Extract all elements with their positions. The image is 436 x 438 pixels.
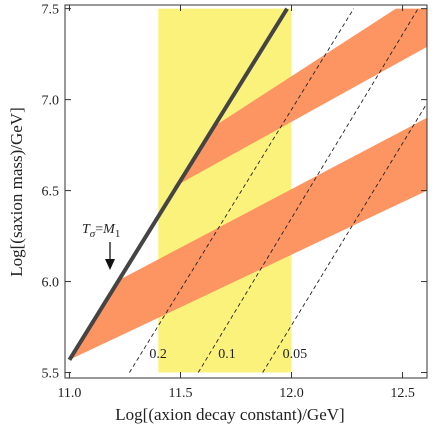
x-tick-label: 12.0: [279, 386, 304, 401]
x-tick-label: 11.5: [168, 386, 192, 401]
annotation-part: 1: [115, 228, 121, 240]
contour-line: [129, 8, 355, 373]
annotation-part: σ: [90, 228, 96, 240]
arrow-head: [105, 259, 115, 270]
contour-label: 0.1: [218, 347, 236, 362]
x-tick-label: 12.5: [390, 386, 415, 401]
region: [173, 8, 427, 187]
frame: [64, 4, 428, 379]
y-tick-label: 5.5: [42, 367, 60, 382]
x-axis-label: Log[(axion decay constant)/GeV]: [115, 405, 344, 424]
y-tick-label: 7.0: [42, 94, 60, 109]
contour-line: [197, 8, 419, 373]
y-tick-label: 7.5: [42, 3, 60, 18]
region: [158, 8, 292, 373]
plot-area: [67, 7, 427, 373]
line: [67, 7, 289, 361]
annotation-part: M: [102, 222, 116, 237]
contour-label: 0.05: [283, 347, 308, 362]
y-axis-label: Log[(saxion mass)/GeV]: [7, 107, 26, 277]
annotation: Tσ=M1: [82, 222, 120, 240]
annotation-part: =: [95, 222, 103, 237]
region: [69, 117, 427, 360]
x-tick-label: 11.0: [57, 386, 81, 401]
y-tick-label: 6.5: [42, 185, 60, 200]
annotation-part: T: [82, 222, 91, 237]
contour-label: 0.2: [149, 347, 167, 362]
y-tick-label: 6.0: [42, 276, 60, 291]
contour-line: [262, 103, 427, 373]
